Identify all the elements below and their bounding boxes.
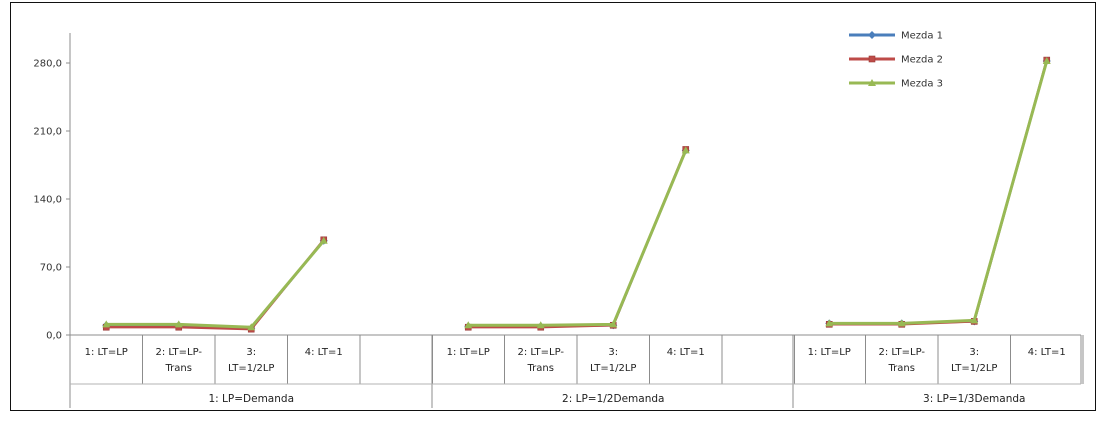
data-point-mezda-3 — [681, 146, 690, 154]
series-line-mezda-3 — [829, 60, 1049, 325]
category-label: 1: LT=LP — [85, 347, 128, 358]
category-label: LT=1/2LP — [590, 363, 636, 374]
series-line-mezda-2 — [468, 148, 687, 329]
series-line-mezda-2 — [106, 239, 325, 331]
data-point-mezda-3 — [609, 320, 618, 328]
series-line-mezda-1 — [106, 240, 325, 330]
series-line-mezda-1 — [829, 60, 1048, 325]
legend-label: Mezda 1 — [901, 31, 943, 42]
category-label: 2: LT=LP- — [517, 347, 564, 358]
legend-swatch-marker — [868, 79, 876, 86]
data-point-mezda-3 — [825, 319, 834, 327]
category-label: Trans — [165, 363, 192, 374]
line-chart: 0,0 70,0 140,0 210,0 280,0 1: LT=LP 2: LT=LP- T… — [33, 31, 1084, 408]
data-point-mezda-3 — [464, 321, 473, 329]
category-label: LT=1/2LP — [951, 363, 997, 374]
series-line-mezda-3 — [106, 239, 325, 329]
category-label: 2: LT=LP- — [155, 347, 202, 358]
legend-swatch-marker — [868, 55, 876, 63]
legend-swatch-marker — [868, 31, 876, 39]
data-point-mezda-3 — [1042, 57, 1051, 65]
y-tick-label: 280,0 — [33, 59, 62, 70]
series-line-mezda-1 — [468, 149, 687, 328]
category-label: 4: LT=1 — [305, 347, 343, 358]
category-label: 2: LT=LP- — [878, 347, 925, 358]
category-label: 3: — [608, 347, 618, 358]
series-line-mezda-3 — [468, 149, 688, 327]
data-point-mezda-3 — [536, 321, 545, 329]
data-point-mezda-3 — [102, 320, 111, 328]
category-label: 4: LT=1 — [1028, 347, 1066, 358]
y-tick-label: 0,0 — [46, 331, 62, 342]
category-label: 1: LT=LP — [447, 347, 490, 358]
category-label: 3: — [969, 347, 979, 358]
data-point-mezda-3 — [319, 236, 328, 244]
category-label: 3: — [246, 347, 256, 358]
category-label: Trans — [888, 363, 915, 374]
y-tick-label: 210,0 — [33, 127, 62, 138]
group-label: 1: LP=Demanda — [209, 393, 295, 405]
series-line-mezda-2 — [829, 59, 1048, 326]
y-tick-label: 70,0 — [40, 263, 62, 274]
chart-frame: 0,0 70,0 140,0 210,0 280,0 1: LT=LP 2: LT=LP- T… — [10, 2, 1096, 411]
group-label: 2: LP=1/2Demanda — [562, 393, 664, 405]
category-label: 4: LT=1 — [667, 347, 705, 358]
data-point-mezda-3 — [970, 316, 979, 324]
data-point-mezda-3 — [174, 320, 183, 328]
legend-label: Mezda 2 — [901, 55, 943, 66]
data-point-mezda-3 — [897, 319, 906, 327]
data-point-mezda-3 — [247, 323, 256, 331]
group-label: 3: LP=1/3Demanda — [923, 393, 1025, 405]
y-tick-label: 140,0 — [33, 195, 62, 206]
category-label: 1: LT=LP — [808, 347, 851, 358]
legend-label: Mezda 3 — [901, 79, 943, 90]
category-label: Trans — [527, 363, 554, 374]
category-label: LT=1/2LP — [228, 363, 274, 374]
